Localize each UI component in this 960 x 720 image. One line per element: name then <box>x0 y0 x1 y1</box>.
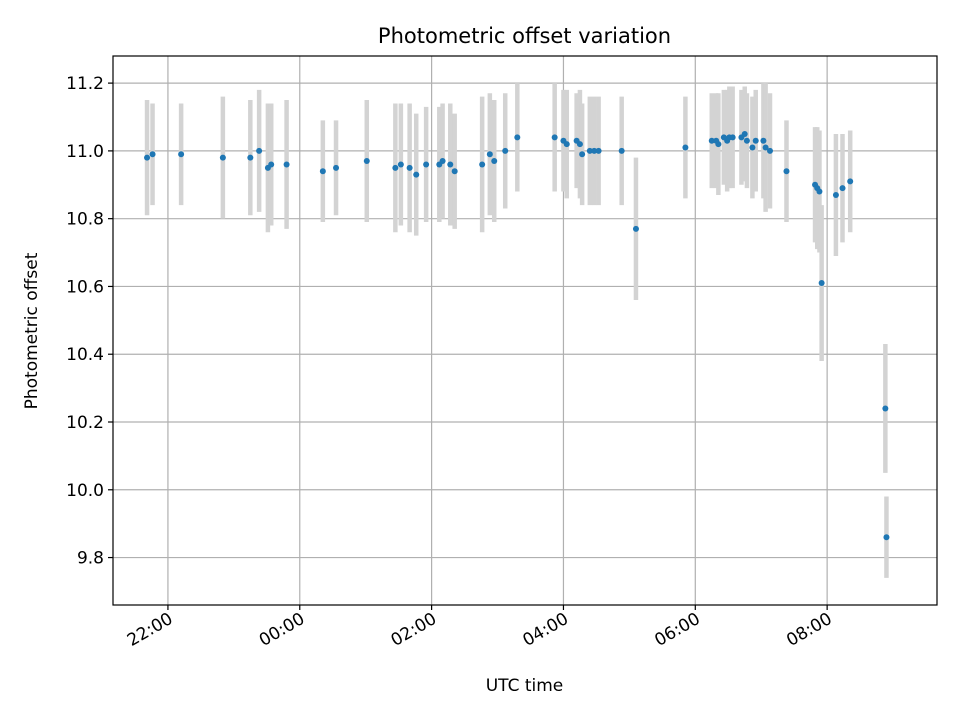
data-point <box>847 178 854 185</box>
plot-frame <box>112 55 938 606</box>
y-tick-label: 11.0 <box>66 142 104 162</box>
chart-title: Photometric offset variation <box>378 24 671 48</box>
x-axis-label: UTC time <box>486 676 564 696</box>
data-point <box>502 147 509 154</box>
y-tick-label: 10.6 <box>66 277 104 297</box>
y-tick-label: 10.0 <box>66 481 104 501</box>
data-point <box>149 151 156 158</box>
data-point <box>632 225 639 232</box>
data-point <box>397 161 404 168</box>
data-point <box>708 137 715 144</box>
x-tick-label: 02:00 <box>388 609 440 651</box>
grid-lines <box>113 56 937 605</box>
data-point <box>144 154 151 161</box>
data-point <box>551 134 558 141</box>
data-point <box>447 161 454 168</box>
data-point <box>247 154 254 161</box>
data-point <box>423 161 430 168</box>
data-point <box>762 144 769 151</box>
data-point <box>839 185 846 192</box>
data-point <box>268 161 275 168</box>
x-tick-label: 06:00 <box>651 609 703 651</box>
data-point <box>579 151 586 158</box>
data-point <box>486 151 493 158</box>
data-point <box>256 147 263 154</box>
x-tick-label: 08:00 <box>783 609 835 651</box>
data-point <box>333 164 340 171</box>
data-point <box>451 168 458 175</box>
data-point <box>882 405 889 412</box>
data-point <box>283 161 290 168</box>
data-point <box>715 141 722 148</box>
error-bars <box>144 83 889 578</box>
data-point <box>743 137 750 144</box>
data-point <box>178 151 185 158</box>
data-point <box>832 191 839 198</box>
data-point <box>479 161 486 168</box>
y-tick-label: 10.2 <box>66 413 104 433</box>
data-point <box>219 154 226 161</box>
x-tick-label: 00:00 <box>256 609 308 651</box>
data-point <box>618 147 625 154</box>
data-point <box>591 147 598 154</box>
y-tick-label: 10.8 <box>66 210 104 230</box>
y-axis-ticks: 9.8 10.0 10.2 10.4 10.6 10.8 11.0 11.2 <box>66 74 113 569</box>
data-point <box>816 188 823 195</box>
data-point <box>767 147 774 154</box>
x-axis-ticks: 22:00 00:00 02:00 04:00 06:00 08:00 <box>124 605 836 651</box>
data-point <box>760 137 767 144</box>
data-point <box>363 158 370 165</box>
data-point <box>783 168 790 175</box>
data-point <box>514 134 521 141</box>
y-tick-label: 11.2 <box>66 74 104 94</box>
data-point <box>491 158 498 165</box>
data-point <box>595 147 602 154</box>
y-tick-label: 9.8 <box>77 549 104 569</box>
data-point <box>413 171 420 178</box>
y-tick-label: 10.4 <box>66 345 104 365</box>
y-axis-label: Photometric offset <box>22 252 42 409</box>
data-point <box>439 158 446 165</box>
data-point <box>818 280 825 287</box>
data-point <box>749 144 756 151</box>
x-tick-label: 04:00 <box>520 609 572 651</box>
data-point <box>741 130 748 137</box>
data-point <box>682 144 689 151</box>
data-point <box>752 137 759 144</box>
data-point <box>883 534 890 541</box>
data-points <box>144 130 890 541</box>
data-point <box>406 164 413 171</box>
x-tick-label: 22:00 <box>124 609 176 651</box>
data-point <box>563 141 570 148</box>
data-point <box>729 134 736 141</box>
data-point <box>586 147 593 154</box>
data-point <box>319 168 326 175</box>
data-point <box>576 141 583 148</box>
data-point <box>392 164 399 171</box>
